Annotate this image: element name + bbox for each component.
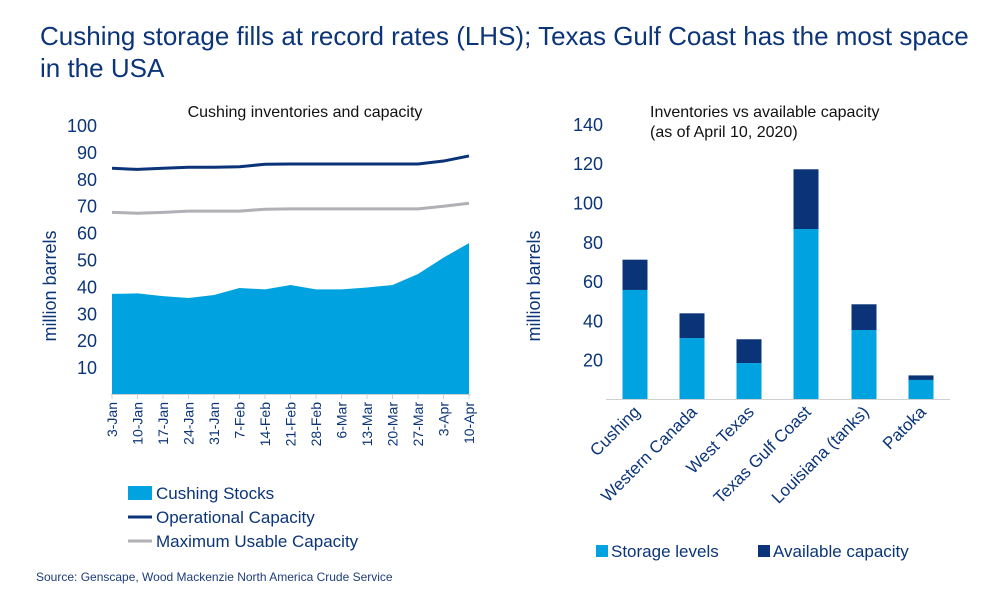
legend-swatch xyxy=(128,486,152,500)
legend-label: Maximum Usable Capacity xyxy=(156,532,359,551)
storage-bar xyxy=(851,330,877,399)
available-capacity-bar xyxy=(793,169,819,230)
category-label: Texas Gulf Coast xyxy=(710,402,815,507)
x-tick-label: 7-Feb xyxy=(232,402,248,439)
left-chart-title: Cushing inventories and capacity xyxy=(188,104,423,121)
operational-capacity-line xyxy=(111,154,470,171)
storage-bar xyxy=(736,363,762,399)
y-tick-label: 120 xyxy=(573,154,603,174)
x-tick-label: 20-Mar xyxy=(385,402,401,447)
x-tick-label: 21-Feb xyxy=(283,402,299,447)
available-capacity-bar xyxy=(851,304,877,331)
storage-bar xyxy=(908,379,934,399)
y-tick-label: 20 xyxy=(77,331,97,351)
available-capacity-bar xyxy=(622,259,648,290)
right-y-axis-label: million barrels xyxy=(524,230,544,341)
y-tick-label: 40 xyxy=(583,311,603,331)
y-tick-label: 80 xyxy=(77,170,97,190)
legend-label: Available capacity xyxy=(773,542,909,561)
legend-swatch xyxy=(596,545,608,557)
y-tick-label: 90 xyxy=(77,143,97,163)
x-tick-label: 3-Apr xyxy=(436,402,452,437)
legend-label: Cushing Stocks xyxy=(156,484,274,503)
x-tick-label: 10-Apr xyxy=(461,402,477,444)
source-note: Source: Genscape, Wood Mackenzie North A… xyxy=(36,570,393,584)
category-label: Western Canada xyxy=(597,402,701,506)
y-tick-label: 80 xyxy=(583,233,603,253)
y-tick-label: 40 xyxy=(77,277,97,297)
y-tick-label: 60 xyxy=(77,224,97,244)
category-label: Louisiana (tanks) xyxy=(768,402,873,507)
y-tick-label: 100 xyxy=(573,194,603,214)
x-tick-label: 3-Jan xyxy=(104,402,120,437)
category-label: Cushing xyxy=(586,402,644,460)
legend-swatch xyxy=(758,545,770,557)
page-title: Cushing storage fills at record rates (L… xyxy=(40,21,969,83)
x-tick-label: 6-Mar xyxy=(334,402,350,439)
x-tick-label: 13-Mar xyxy=(359,402,375,447)
y-tick-label: 10 xyxy=(77,358,97,378)
y-tick-label: 60 xyxy=(583,272,603,292)
y-tick-label: 140 xyxy=(573,115,603,135)
storage-bar xyxy=(622,289,648,399)
y-tick-label: 20 xyxy=(583,351,603,371)
x-tick-label: 14-Feb xyxy=(257,402,273,447)
available-capacity-bar xyxy=(908,375,934,380)
legend-label: Operational Capacity xyxy=(156,508,315,527)
available-capacity-bar xyxy=(736,339,762,364)
y-tick-label: 30 xyxy=(77,304,97,324)
storage-bar xyxy=(793,229,819,399)
x-tick-label: 31-Jan xyxy=(206,402,222,445)
right-chart-subtitle: (as of April 10, 2020) xyxy=(650,124,798,141)
y-tick-label: 100 xyxy=(67,116,97,136)
category-label: Patoka xyxy=(879,402,930,453)
x-tick-label: 17-Jan xyxy=(155,402,171,445)
left-chart: Cushing inventories and capacity million… xyxy=(40,104,477,551)
available-capacity-bar xyxy=(679,313,705,339)
x-tick-label: 27-Mar xyxy=(410,402,426,447)
right-chart-title: Inventories vs available capacity xyxy=(650,104,879,121)
x-tick-label: 28-Feb xyxy=(308,402,324,447)
legend-label: Storage levels xyxy=(611,542,719,561)
cushing-stocks-area xyxy=(112,243,469,394)
y-tick-label: 70 xyxy=(77,197,97,217)
y-tick-label: 50 xyxy=(77,251,97,271)
maximum-usable-capacity-line xyxy=(111,201,470,215)
storage-bar xyxy=(679,338,705,399)
x-tick-label: 10-Jan xyxy=(130,402,146,445)
x-tick-label: 24-Jan xyxy=(181,402,197,445)
left-y-axis-label: million barrels xyxy=(40,230,60,341)
right-chart: Inventories vs available capacity (as of… xyxy=(524,104,950,561)
